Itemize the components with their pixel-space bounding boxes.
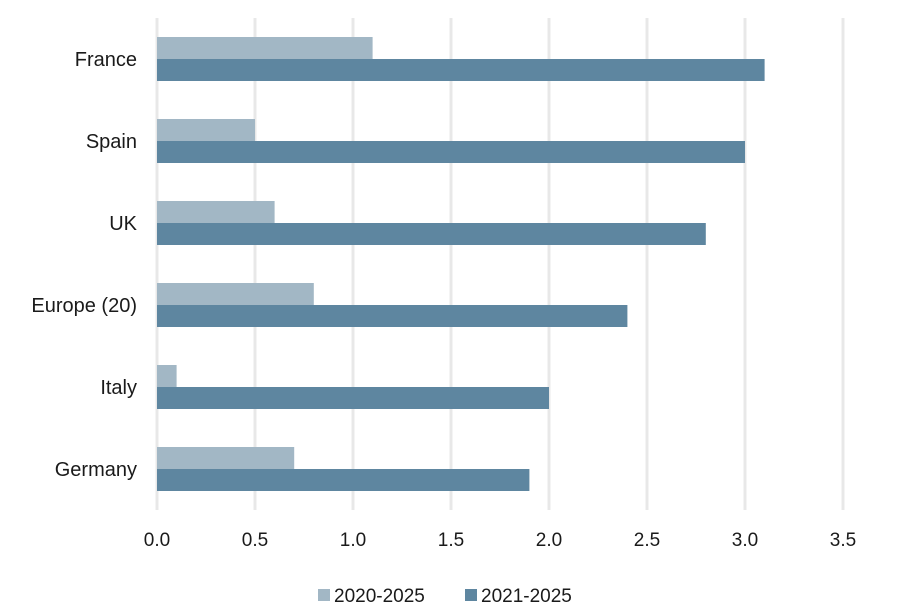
x-tick-label: 2.5 — [634, 530, 660, 551]
bar-2021-2025-France — [157, 59, 765, 81]
category-label: UK — [109, 213, 137, 235]
x-tick-label: 3.5 — [830, 530, 856, 551]
x-tick-label: 1.0 — [340, 530, 366, 551]
bar-2020-2025-France — [157, 37, 373, 59]
legend-label: 2021-2025 — [481, 586, 572, 607]
bar-2020-2025-Europe (20) — [157, 283, 314, 305]
bar-2020-2025-Italy — [157, 365, 177, 387]
bars — [157, 37, 765, 491]
bar-2021-2025-UK — [157, 223, 706, 245]
x-tick-label: 0.0 — [144, 530, 170, 551]
x-tick-label: 2.0 — [536, 530, 562, 551]
legend: 2020-2025 2021-2025 — [318, 586, 572, 607]
x-tick-label: 1.5 — [438, 530, 464, 551]
category-label: Italy — [100, 377, 137, 399]
legend-swatch — [465, 589, 477, 601]
x-tick-labels: 0.0 0.5 1.0 1.5 2.0 2.5 3.0 3.5 — [144, 530, 856, 551]
legend-label: 2020-2025 — [334, 586, 425, 607]
x-tick-label: 0.5 — [242, 530, 268, 551]
gridlines — [155, 18, 845, 510]
category-label: France — [75, 49, 137, 71]
bar-2021-2025-Germany — [157, 469, 530, 491]
bar-2021-2025-Spain — [157, 141, 745, 163]
bar-2021-2025-Italy — [157, 387, 549, 409]
category-label: Spain — [86, 131, 137, 153]
bar-2020-2025-Germany — [157, 447, 295, 469]
category-label: Germany — [55, 459, 137, 481]
bar-2020-2025-UK — [157, 201, 275, 223]
category-label: Europe (20) — [31, 295, 137, 317]
bar-2020-2025-Spain — [157, 119, 255, 141]
bar-2021-2025-Europe (20) — [157, 305, 628, 327]
legend-swatch — [318, 589, 330, 601]
x-tick-label: 3.0 — [732, 530, 758, 551]
category-labels: France Spain UK Europe (20) Italy Germany — [31, 49, 137, 481]
